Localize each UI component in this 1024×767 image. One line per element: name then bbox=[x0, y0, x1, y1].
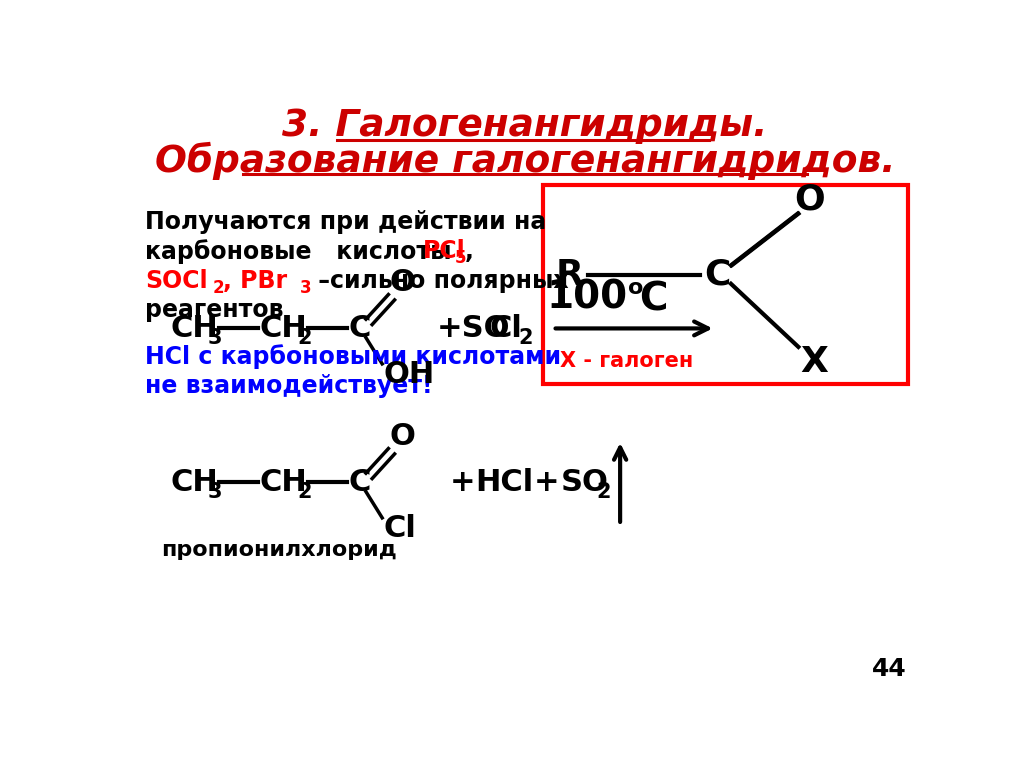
Text: Cl: Cl bbox=[489, 314, 522, 343]
Text: CH: CH bbox=[260, 314, 307, 343]
Text: X - галоген: X - галоген bbox=[560, 351, 693, 370]
Text: C: C bbox=[349, 314, 372, 343]
Text: 2: 2 bbox=[212, 278, 224, 297]
Text: 2: 2 bbox=[596, 482, 610, 502]
Text: R: R bbox=[556, 258, 584, 291]
Text: HCl с карбоновыми кислотами: HCl с карбоновыми кислотами bbox=[145, 344, 561, 369]
Text: O: O bbox=[390, 422, 416, 451]
Text: SOCl: SOCl bbox=[145, 268, 208, 293]
Text: 3: 3 bbox=[208, 482, 222, 502]
Text: O: O bbox=[795, 183, 825, 217]
Text: Образование галогенангидридов.: Образование галогенангидридов. bbox=[155, 141, 895, 179]
Text: X: X bbox=[800, 345, 827, 380]
Text: 3: 3 bbox=[208, 328, 222, 347]
Text: , PBr: , PBr bbox=[222, 268, 287, 293]
Text: 2: 2 bbox=[518, 328, 534, 347]
Text: 100: 100 bbox=[547, 278, 628, 317]
Text: SO: SO bbox=[560, 468, 608, 497]
Text: 5: 5 bbox=[455, 249, 467, 268]
Text: ,: , bbox=[464, 239, 473, 263]
Text: 3. Галогенангидриды.: 3. Галогенангидриды. bbox=[283, 108, 767, 144]
Text: –сильно полярных: –сильно полярных bbox=[310, 268, 568, 293]
Text: o: o bbox=[628, 278, 643, 298]
Text: O: O bbox=[390, 268, 416, 297]
Text: CH: CH bbox=[171, 314, 218, 343]
Text: OH: OH bbox=[384, 360, 435, 389]
Bar bbox=[543, 185, 908, 384]
Text: C: C bbox=[640, 280, 668, 318]
Text: 3: 3 bbox=[300, 278, 311, 297]
Text: C: C bbox=[703, 258, 730, 291]
Text: 44: 44 bbox=[872, 657, 907, 681]
Text: Cl: Cl bbox=[384, 514, 417, 543]
Text: CH: CH bbox=[171, 468, 218, 497]
Text: C: C bbox=[349, 468, 372, 497]
Text: не взаимодействует!: не взаимодействует! bbox=[145, 374, 433, 398]
Text: реагентов: реагентов bbox=[145, 298, 284, 322]
Text: +: + bbox=[450, 468, 475, 497]
Text: +: + bbox=[534, 468, 559, 497]
Text: HCl: HCl bbox=[475, 468, 534, 497]
Text: Получаются при действии на: Получаются при действии на bbox=[145, 210, 546, 234]
Text: 2: 2 bbox=[297, 328, 311, 347]
Text: +SO: +SO bbox=[436, 314, 510, 343]
Text: карбоновые   кислоты: карбоновые кислоты bbox=[145, 239, 476, 264]
Text: 2: 2 bbox=[297, 482, 311, 502]
Text: пропионилхлорид: пропионилхлорид bbox=[161, 540, 397, 560]
Text: CH: CH bbox=[260, 468, 307, 497]
Text: PCl: PCl bbox=[423, 239, 465, 263]
